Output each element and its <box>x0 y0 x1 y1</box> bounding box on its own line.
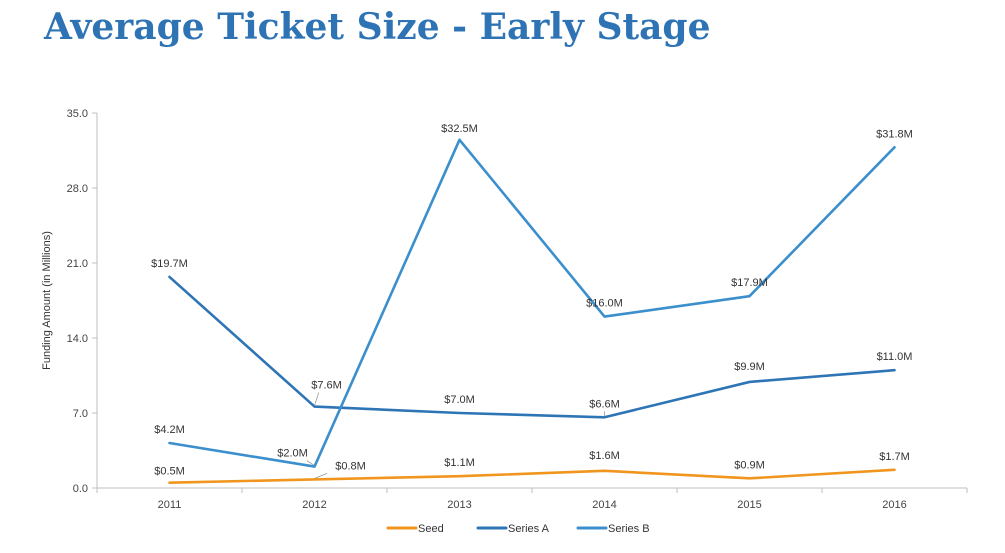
data-label: $19.7M <box>151 258 188 270</box>
y-tick-label: 35.0 <box>67 108 88 120</box>
y-tick-label: 0.0 <box>73 483 88 495</box>
data-label: $7.6M <box>311 380 342 392</box>
series-line-series-b <box>168 138 896 468</box>
x-tick-label: 2011 <box>158 499 182 511</box>
data-label: $2.0M <box>277 448 308 460</box>
data-label: $4.2M <box>154 424 185 436</box>
x-tick-label: 2016 <box>882 499 906 511</box>
data-label: $1.7M <box>879 451 910 463</box>
data-label: $0.9M <box>734 459 765 471</box>
x-tick-label: 2013 <box>447 499 471 511</box>
x-tick-label: 2012 <box>302 499 326 511</box>
legend-label: Series B <box>608 523 650 535</box>
y-tick-label: 7.0 <box>73 408 88 420</box>
chart-series <box>168 138 896 484</box>
legend-label: Seed <box>418 523 444 535</box>
y-axis-title: Funding Amount (in Millions) <box>41 231 53 370</box>
x-tick-label: 2014 <box>592 499 616 511</box>
x-tick-label: 2015 <box>737 499 761 511</box>
data-label: $1.6M <box>589 450 620 462</box>
data-label: $11.0M <box>877 351 913 363</box>
chart-data-labels: $0.5M $0.8M $1.1M $1.6M $0.9M $1.7M $19.7M $7.6… <box>151 123 913 479</box>
data-label-leader <box>314 473 328 479</box>
y-tick-label: 28.0 <box>67 183 88 195</box>
data-label: $17.9M <box>731 277 768 289</box>
data-label: $31.8M <box>876 128 913 140</box>
legend-label: Series A <box>508 523 550 535</box>
data-label: $1.1M <box>444 457 475 469</box>
chart-title: Average Ticket Size - Early Stage <box>44 6 711 48</box>
data-label: $6.6M <box>589 398 620 410</box>
series-line-series-a <box>168 275 896 419</box>
data-label: $9.9M <box>734 361 765 373</box>
y-tick-label: 14.0 <box>67 333 88 345</box>
data-label: $0.8M <box>335 460 366 472</box>
data-label: $7.0M <box>444 394 475 406</box>
chart-axes: 0.0 7.0 14.0 21.0 28.0 35.0 2011 2012 2013 2014 20… <box>41 108 968 511</box>
data-label-leader <box>306 460 315 466</box>
data-label-leader <box>314 392 320 406</box>
y-tick-label: 21.0 <box>67 258 88 270</box>
data-label: $32.5M <box>441 123 478 135</box>
chart-legend: Seed Series A Series B <box>386 523 650 535</box>
data-label: $16.0M <box>586 298 623 310</box>
series-line-seed <box>168 468 896 484</box>
data-label: $0.5M <box>154 466 185 478</box>
